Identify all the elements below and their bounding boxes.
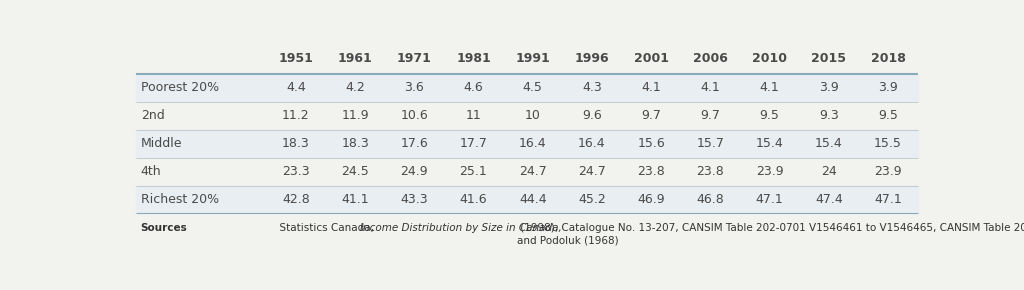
Text: 3.9: 3.9 (879, 81, 898, 94)
Text: 16.4: 16.4 (579, 137, 606, 150)
Text: 10.6: 10.6 (400, 109, 428, 122)
Text: 1981: 1981 (456, 52, 490, 65)
Text: 15.6: 15.6 (637, 137, 665, 150)
Text: Statistics Canada,: Statistics Canada, (273, 224, 378, 233)
Text: 43.3: 43.3 (400, 193, 428, 206)
Text: 2015: 2015 (811, 52, 846, 65)
Text: 44.4: 44.4 (519, 193, 547, 206)
Text: 41.1: 41.1 (341, 193, 369, 206)
Text: 47.1: 47.1 (874, 193, 902, 206)
Text: 9.7: 9.7 (641, 109, 662, 122)
Text: 9.5: 9.5 (760, 109, 779, 122)
Text: 15.4: 15.4 (815, 137, 843, 150)
Text: 11.2: 11.2 (282, 109, 309, 122)
Text: 15.5: 15.5 (874, 137, 902, 150)
Text: 2018: 2018 (870, 52, 905, 65)
Bar (136, 102, 918, 130)
Text: 2nd: 2nd (140, 109, 165, 122)
Text: 11.9: 11.9 (341, 109, 369, 122)
Text: 11: 11 (466, 109, 481, 122)
Text: Poorest 20%: Poorest 20% (140, 81, 219, 94)
Bar (136, 158, 918, 186)
Text: 4.5: 4.5 (523, 81, 543, 94)
Text: 23.8: 23.8 (637, 165, 665, 178)
Text: 25.1: 25.1 (460, 165, 487, 178)
Bar (136, 44, 918, 74)
Text: 47.1: 47.1 (756, 193, 783, 206)
Text: 23.9: 23.9 (756, 165, 783, 178)
Text: 23.3: 23.3 (282, 165, 309, 178)
Text: 46.9: 46.9 (637, 193, 665, 206)
Text: 3.9: 3.9 (819, 81, 839, 94)
Text: 15.7: 15.7 (696, 137, 724, 150)
Text: Sources: Sources (140, 224, 187, 233)
Text: 45.2: 45.2 (579, 193, 606, 206)
Text: 3.6: 3.6 (404, 81, 424, 94)
Text: 9.7: 9.7 (700, 109, 720, 122)
Text: 4.3: 4.3 (582, 81, 602, 94)
Text: 1971: 1971 (397, 52, 432, 65)
Text: 1996: 1996 (574, 52, 609, 65)
Text: Income Distribution by Size in Canada,: Income Distribution by Size in Canada, (359, 224, 562, 233)
Text: 1961: 1961 (338, 52, 373, 65)
Text: 24.7: 24.7 (519, 165, 547, 178)
Text: 41.6: 41.6 (460, 193, 487, 206)
Text: 4.1: 4.1 (760, 81, 779, 94)
Text: Richest 20%: Richest 20% (140, 193, 219, 206)
Text: 10: 10 (524, 109, 541, 122)
Text: 24.5: 24.5 (341, 165, 369, 178)
Text: (1998), Catalogue No. 13-207, CANSIM Table 202-0701 V1546461 to V1546465, CANSIM: (1998), Catalogue No. 13-207, CANSIM Tab… (517, 224, 1024, 245)
Text: 15.4: 15.4 (756, 137, 783, 150)
Text: 2006: 2006 (693, 52, 728, 65)
Text: 24.9: 24.9 (400, 165, 428, 178)
Text: Middle: Middle (140, 137, 182, 150)
Text: 9.6: 9.6 (582, 109, 602, 122)
Text: 23.8: 23.8 (696, 165, 724, 178)
Text: 24.7: 24.7 (579, 165, 606, 178)
Text: 18.3: 18.3 (341, 137, 369, 150)
Text: 4.1: 4.1 (700, 81, 720, 94)
Text: 17.6: 17.6 (400, 137, 428, 150)
Bar (136, 74, 918, 102)
Text: 2010: 2010 (752, 52, 787, 65)
Text: 4th: 4th (140, 165, 162, 178)
Text: 1951: 1951 (279, 52, 313, 65)
Text: 9.3: 9.3 (819, 109, 839, 122)
Text: 24: 24 (821, 165, 837, 178)
Text: 46.8: 46.8 (696, 193, 724, 206)
Text: 4.6: 4.6 (464, 81, 483, 94)
Text: 42.8: 42.8 (282, 193, 309, 206)
Text: 4.1: 4.1 (641, 81, 662, 94)
Text: 4.4: 4.4 (286, 81, 306, 94)
Bar (136, 130, 918, 158)
Text: 23.9: 23.9 (874, 165, 902, 178)
Text: 16.4: 16.4 (519, 137, 547, 150)
Text: 4.2: 4.2 (345, 81, 365, 94)
Text: 18.3: 18.3 (282, 137, 309, 150)
Text: 2001: 2001 (634, 52, 669, 65)
Text: 17.7: 17.7 (460, 137, 487, 150)
Bar (136, 186, 918, 213)
Text: 1991: 1991 (515, 52, 550, 65)
Text: 47.4: 47.4 (815, 193, 843, 206)
Text: 9.5: 9.5 (879, 109, 898, 122)
